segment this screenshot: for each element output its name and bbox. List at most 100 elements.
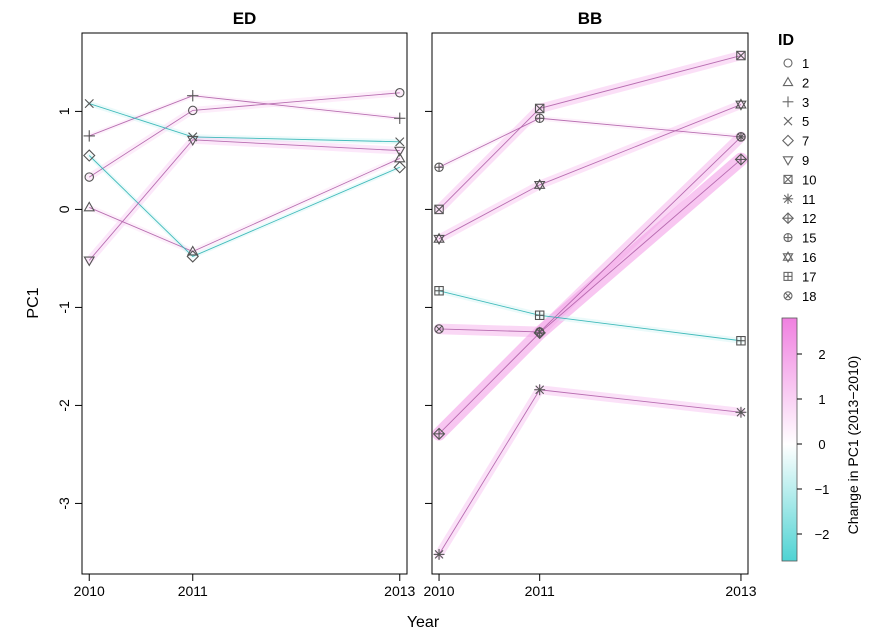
series-3-point (394, 112, 406, 124)
x-tick-label: 2010 (423, 583, 454, 599)
series-12-point (734, 153, 748, 166)
series-12-point (432, 427, 446, 441)
series-9-point (393, 146, 406, 157)
legend-marker-7 (782, 134, 794, 147)
series-16-point (735, 98, 747, 111)
legend-label-17: 17 (802, 269, 816, 284)
colorbar-tick-label: 0 (818, 437, 825, 452)
legend-label-5: 5 (802, 114, 809, 129)
legend-marker-15 (783, 233, 793, 243)
series-16-point (533, 178, 546, 192)
legend-label-7: 7 (802, 134, 809, 149)
y-axis-label: PC1 (25, 287, 42, 318)
series-9-point (186, 135, 199, 146)
series-11-point (735, 406, 747, 418)
legend-marker-16 (782, 251, 794, 263)
series-7-line (88, 155, 400, 257)
x-tick-label: 2011 (525, 583, 555, 599)
colorbar: −2 −1 0 1 2 (781, 317, 830, 562)
colorbar-tick-label: −1 (815, 482, 830, 497)
series-marker-layer (432, 50, 748, 560)
series-16-line (438, 104, 742, 240)
series-15-point (534, 113, 545, 124)
panels: ED 2010 2011 2013 -3 -2 -1 0 1 BB 2010 2011 2013 (56, 9, 757, 599)
series-11-point (433, 548, 445, 560)
series-2-point (186, 245, 199, 256)
x-tick-label: 2010 (74, 583, 105, 599)
series-2-point (83, 201, 96, 212)
legend-marker-18 (783, 291, 793, 301)
legend-label-11: 11 (802, 192, 816, 207)
series-17-point (434, 286, 444, 296)
legend-marker-10 (783, 174, 793, 184)
legend-marker-17 (783, 271, 793, 281)
plot-frame (431, 32, 749, 575)
series-3-point (187, 90, 199, 102)
y-tick-label: -1 (56, 301, 72, 314)
series-9-line (88, 139, 400, 261)
panel-bb: BB 2010 2011 2013 (423, 9, 756, 599)
series-18-point (736, 132, 746, 142)
series-7-point (83, 149, 96, 162)
legend-label-15: 15 (802, 231, 816, 246)
series-1-point (84, 172, 94, 182)
series-10-point (534, 103, 545, 114)
series-5-point (84, 98, 94, 109)
colorbar-title: Change in PC1 (2013−2010) (845, 356, 861, 535)
y-tick-label: -3 (56, 497, 72, 510)
legend-label-10: 10 (802, 172, 816, 187)
y-tick-label: 1 (56, 107, 72, 115)
colorbar-tick-label: −2 (815, 527, 830, 542)
series-18-point (534, 327, 545, 337)
series-16-point (433, 232, 445, 245)
series-1-point (187, 105, 198, 116)
series-1-line (89, 92, 400, 178)
legend-marker-5 (783, 116, 793, 126)
legend-label-1: 1 (802, 56, 809, 71)
x-axis-label: Year (407, 614, 440, 631)
series-17-point (736, 335, 746, 346)
series-15-point (434, 162, 444, 173)
colorbar-tick-label: 1 (818, 392, 825, 407)
series-9-point (83, 256, 96, 267)
series-3-point (83, 130, 95, 142)
x-tick-label: 2013 (384, 583, 415, 599)
series-1-point (395, 88, 405, 98)
series-11-glow (434, 385, 746, 559)
panel-ed: ED 2010 2011 2013 -3 -2 -1 0 1 (56, 9, 416, 599)
series-1-glow (85, 89, 404, 181)
colorbar-tick-label: 2 (818, 347, 825, 362)
legend-marker-9 (782, 156, 794, 166)
series-marker-layer (83, 88, 406, 267)
legend-title: ID (778, 32, 794, 49)
series-18-point (434, 324, 444, 334)
y-tick-label: 0 (56, 205, 72, 213)
series-10-point (736, 50, 746, 61)
legend-label-18: 18 (802, 289, 816, 304)
legend-label-12: 12 (802, 211, 816, 226)
series-10-point (434, 204, 444, 215)
legend-marker-12 (782, 212, 794, 225)
panel-title: BB (578, 9, 603, 28)
legend-marker-3 (782, 96, 794, 108)
colorbar-gradient (781, 317, 798, 562)
legend-label-9: 9 (802, 153, 809, 168)
panel-title: ED (233, 9, 257, 28)
series-11-point (534, 384, 546, 396)
plot-frame (81, 32, 408, 575)
x-tick-label: 2011 (178, 583, 208, 599)
legend-label-2: 2 (802, 75, 809, 90)
legend-marker-1 (783, 58, 793, 68)
series-5-point (395, 137, 405, 147)
series-7-point (186, 250, 199, 263)
series-17-point (534, 310, 545, 321)
x-tick-label: 2013 (725, 583, 756, 599)
series-7-point (393, 161, 406, 174)
legend-label-3: 3 (802, 95, 809, 110)
legend-label-16: 16 (802, 250, 816, 265)
y-tick-label: -2 (56, 399, 72, 412)
legend-marker-11 (782, 193, 794, 204)
